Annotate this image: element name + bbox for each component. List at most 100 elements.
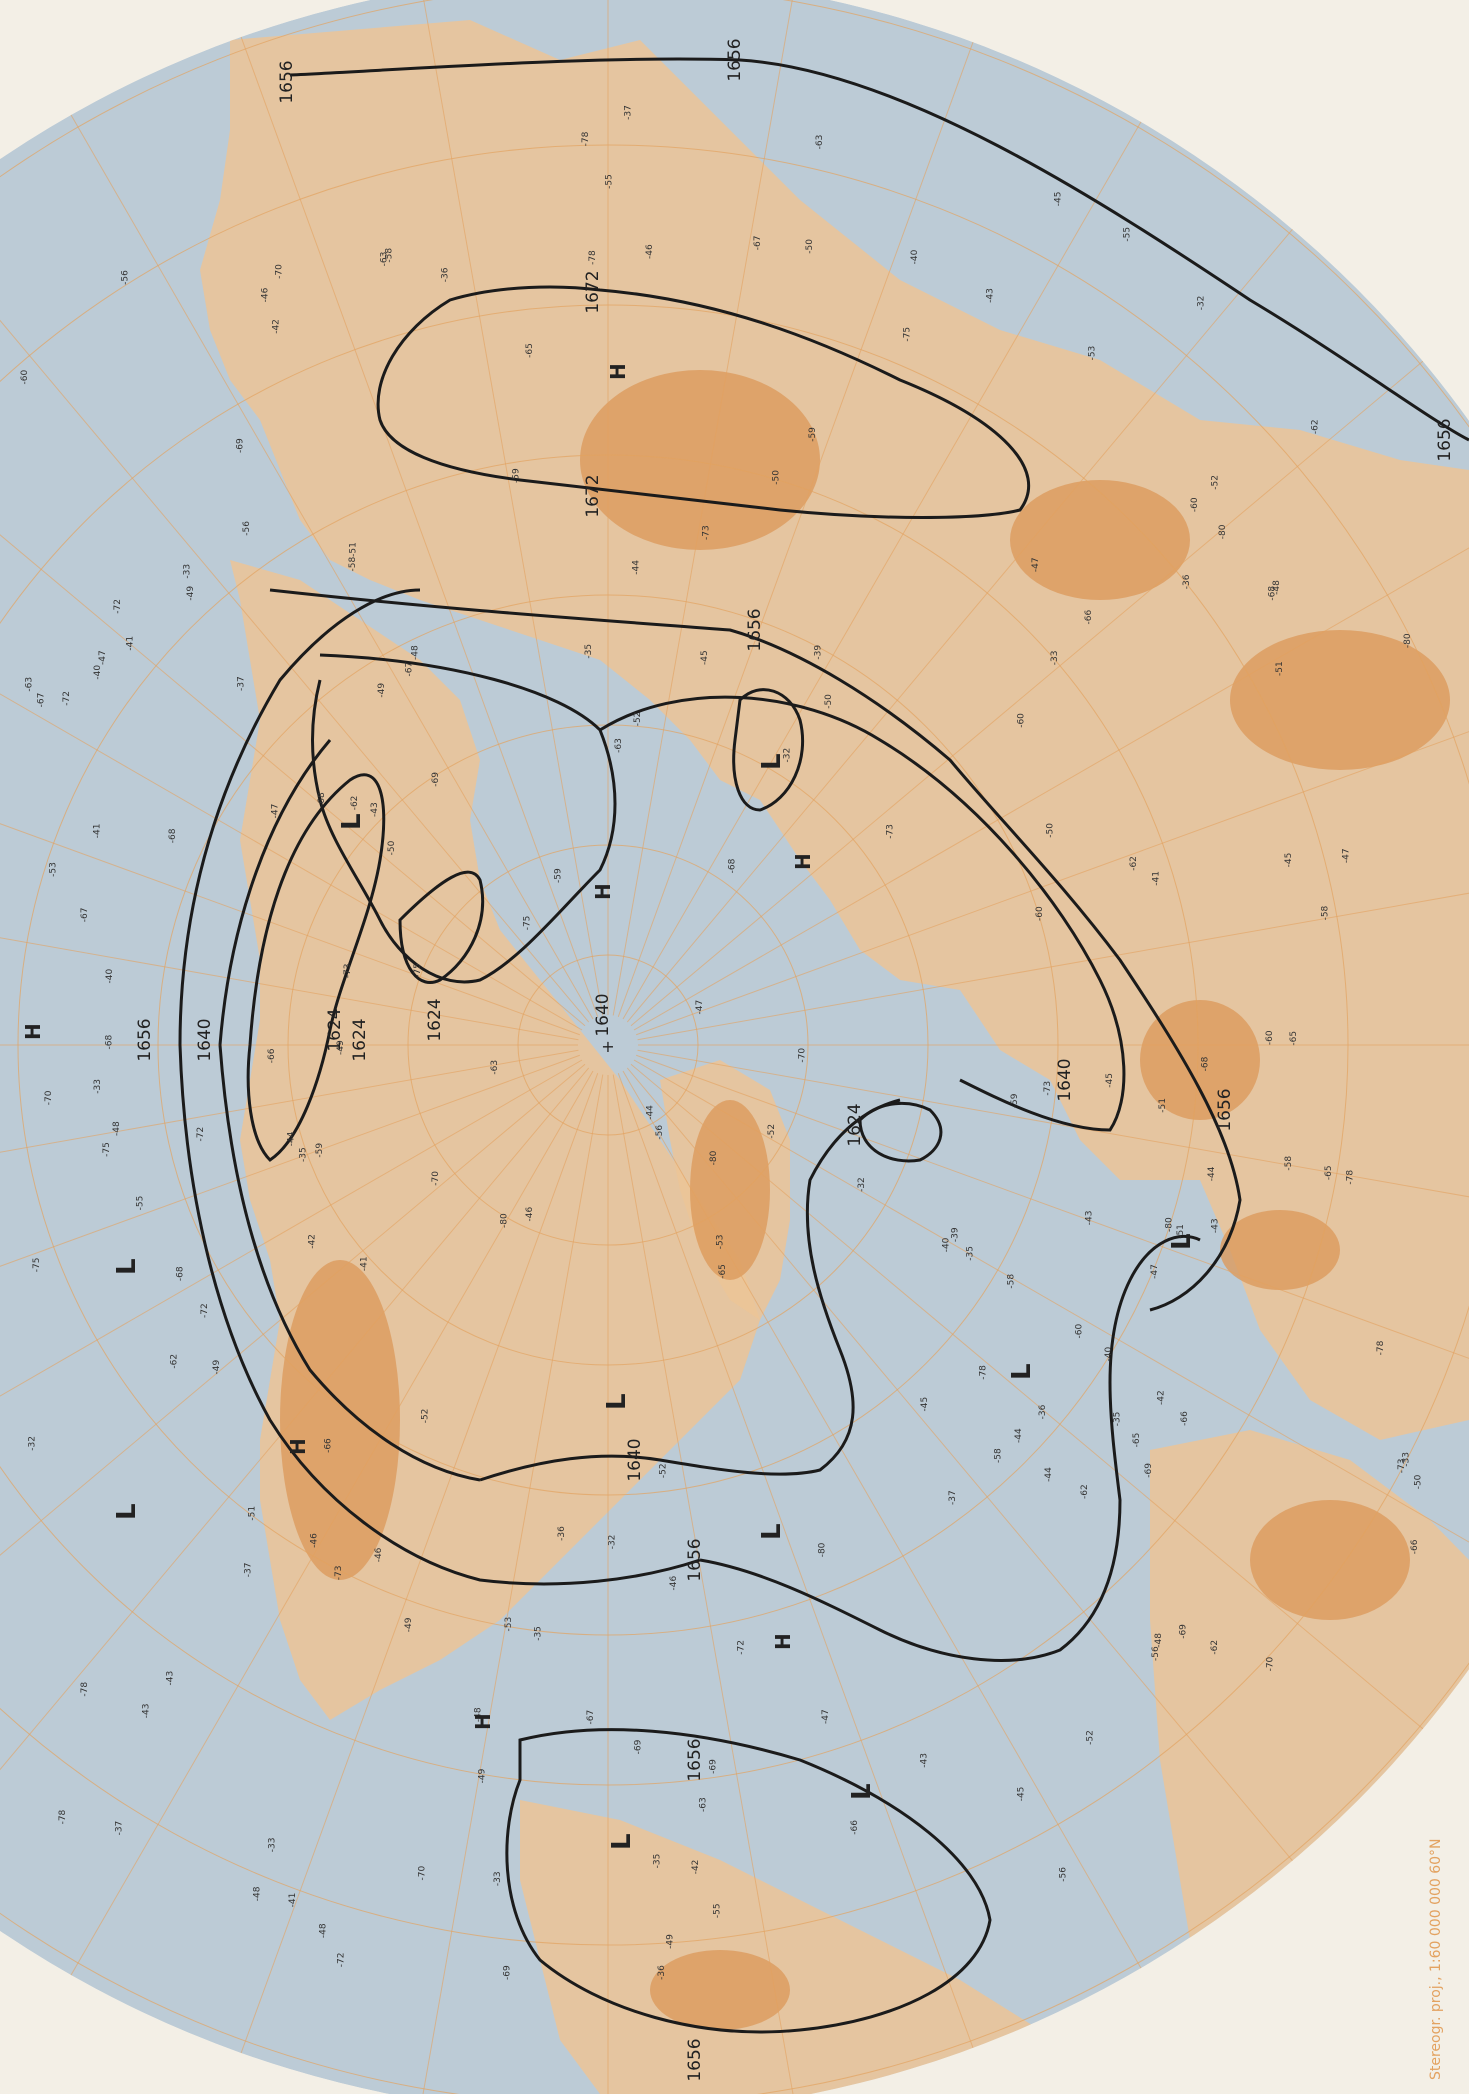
station-temperature-label: -65 [1289,1031,1299,1046]
highland-himalaya [1230,630,1450,770]
station-temperature-label: -50 [805,239,815,254]
station-temperature-label: -46 [525,1207,535,1222]
low-pressure-center: L [112,1258,142,1275]
station-temperature-label: -60 [1190,497,1200,512]
meridian-line [617,11,985,1017]
station-temperature-label: -55 [712,1903,722,1918]
station-temperature-label: -58 [348,557,358,572]
station-temperature-label: -40 [93,665,103,680]
station-temperature-label: -60 [1017,713,1027,728]
station-temperature-label: -43 [142,1703,152,1718]
meridian-line [0,1054,580,1422]
contour-value-label: 1672 [583,270,603,313]
station-temperature-label: -80 [818,1542,828,1557]
station-temperature-label: -44 [287,1131,297,1146]
station-temperature-label: -67 [753,235,763,250]
station-temperature-label: -48 [1154,1633,1164,1648]
station-temperature-label: -53 [504,1617,514,1632]
station-plots: -78 -73 -72 -70 -69 -68 -67 -65 -62 -60 -58 -56 -55 -… [20,105,1424,1980]
station-temperature-label: -59 [1010,1093,1020,1108]
meridian-line [0,337,586,1027]
station-temperature-label: -69 [431,772,441,787]
station-temperature-label: -43 [1085,1210,1095,1225]
station-temperature-label: -46 [645,244,655,259]
station-temperature-label: -45 [700,650,710,665]
station-temperature-label: -66 [267,1048,277,1063]
station-temperature-label: -52 [767,1124,777,1139]
contour-1656-west [178,1044,701,1586]
highland-anatolia [1220,1210,1340,1290]
meridian-line [0,1063,586,1753]
station-temperature-label: -35 [299,1147,309,1162]
station-temperature-label: -49 [478,1768,488,1783]
meridian-line [626,202,1316,1023]
station-temperature-label: -67 [37,693,47,708]
station-temperature-label: -78 [581,131,591,146]
station-temperature-label: -36 [1038,1404,1048,1419]
meridian-line [0,853,579,1041]
contour-value-label: 1656 [135,1018,155,1061]
station-temperature-label: -41 [1152,871,1162,886]
station-temperature-label: -75 [522,916,532,931]
contour-1640-pacific [218,739,332,1046]
low-pressure-center: L [112,1503,142,1520]
contour-1624-canada [732,688,805,812]
station-temperature-label: -62 [1311,419,1321,434]
meridian-line [57,1070,594,1998]
contour-1672-siberia [376,285,1031,519]
station-temperature-label: -56 [1151,1646,1161,1661]
station-temperature-label: -70 [431,1171,441,1186]
station-temperature-label: -49 [404,1617,414,1632]
meridian-line [630,1063,1451,1753]
station-temperature-label: -70 [275,264,285,279]
station-temperature-label: -80 [1403,633,1413,648]
station-temperature-label: -33 [183,564,193,579]
high-pressure-center: H [471,1713,495,1730]
contour-value-label: 1624 [845,1103,865,1146]
station-temperature-label: -47 [1031,557,1041,572]
station-temperature-label: -55 [1122,227,1132,242]
station-temperature-label: -33 [93,1079,103,1094]
station-temperature-label: -75 [32,1257,42,1272]
contour-value-label: 1656 [1215,1088,1235,1131]
high-pressure-center: H [606,363,630,380]
contour-value-label: 1624 [325,1008,345,1051]
station-temperature-label: -50 [387,840,397,855]
station-temperature-label: -65 [1324,1165,1334,1180]
low-pressure-center: L [1007,1363,1037,1380]
contour-value-label: 1656 [685,1738,705,1781]
station-temperature-label: -69 [709,1759,719,1774]
station-temperature-label: -68 [317,792,327,807]
station-temperature-label: -63 [815,135,825,150]
low-pressure-center: L [607,1833,637,1850]
station-temperature-label: -60 [1265,1030,1275,1045]
highland-central-asia [1010,480,1190,600]
pressure-centers: H H L L H H L L L H L L H H L L L [21,363,1197,1850]
contour-1656-pacific [178,588,421,1046]
station-temperature-label: -56 [655,1125,665,1140]
station-temperature-label: -52 [420,1409,430,1424]
contour-1656-top [289,57,1469,442]
high-pressure-center: H [591,883,615,900]
meridian-line [0,1049,579,1237]
station-temperature-label: -47 [1150,1264,1160,1279]
station-temperature-label: -48 [411,645,421,660]
station-temperature-label: -72 [196,1127,206,1142]
station-temperature-label: -42 [1157,1390,1167,1405]
station-temperature-label: -42 [271,319,281,334]
highland-alps [1140,1000,1260,1120]
station-temperature-label: -66 [324,1438,334,1453]
contour-1624-greenland [858,1101,943,1163]
station-temperature-label: -60 [1035,906,1045,921]
station-temperature-label: -59 [553,868,563,883]
station-temperature-label: -72 [113,599,123,614]
meridian-line [0,1059,583,1596]
station-temperature-label: -48 [252,1886,262,1901]
station-temperature-label: -41 [288,1893,298,1908]
station-temperature-label: -39 [951,1227,961,1242]
land-central-america [520,1800,1050,2094]
station-temperature-label: -65 [1132,1433,1142,1448]
station-temperature-label: -35 [653,1854,663,1869]
station-temperature-label: -53 [1088,346,1098,361]
high-pressure-center: H [286,1438,310,1455]
